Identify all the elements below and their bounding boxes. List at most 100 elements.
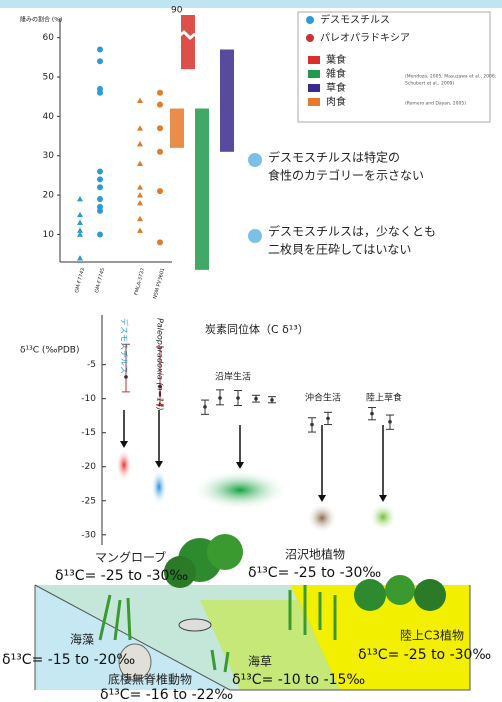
reeds <box>98 585 337 673</box>
callout-icon <box>248 153 262 167</box>
data-point <box>137 227 143 233</box>
habitat-name: 陸上C3植物 <box>400 628 464 643</box>
data-point <box>157 188 163 195</box>
legend-label: 雑食 <box>326 67 346 80</box>
arrowhead <box>318 495 326 502</box>
habitat-name: 海草 <box>248 654 272 669</box>
group-label: 陸上草食 <box>366 392 402 404</box>
x-tick-label: GM-F7745 <box>94 267 106 293</box>
data-point <box>137 215 143 222</box>
data-point <box>137 125 143 131</box>
x-tick-label: FMLA-3737 <box>133 267 146 296</box>
range-top-label: 90 <box>171 6 183 16</box>
data-point <box>370 411 374 416</box>
diet-blob <box>369 503 397 531</box>
group-label: 沿岸生活 <box>215 371 251 383</box>
diet-blob <box>116 449 132 481</box>
legend-swatch <box>308 98 320 106</box>
y-tick-label: -10 <box>81 394 96 404</box>
data-point <box>137 192 143 198</box>
legend-marker <box>306 16 314 24</box>
y-tick-label: 40 <box>43 112 55 122</box>
ecosystem-diagram <box>34 534 471 691</box>
data-point <box>97 89 103 96</box>
data-point <box>77 196 83 202</box>
callout-icon <box>248 229 262 243</box>
legend-label: 草食 <box>326 81 346 94</box>
tree <box>385 575 415 605</box>
data-point <box>137 199 143 206</box>
arrowhead <box>120 441 128 448</box>
tree <box>414 579 446 611</box>
data-point <box>97 46 103 53</box>
data-point <box>77 255 83 261</box>
data-point <box>77 227 83 233</box>
range-bar <box>170 108 184 148</box>
habitat-value: δ¹³C= -16 to -22‰ <box>100 687 233 702</box>
data-point <box>97 58 103 65</box>
y-tick-label: 30 <box>43 151 55 161</box>
data-point <box>203 405 207 409</box>
y-tick-label: 10 <box>43 230 55 240</box>
y-tick-label: 20 <box>43 191 55 201</box>
data-point <box>137 140 143 147</box>
data-point <box>77 219 83 226</box>
data-point <box>137 160 143 167</box>
range-bar <box>220 49 234 152</box>
habitat-value: δ¹³C= -25 to -30‰ <box>358 647 491 663</box>
group-label: デスモスチルス <box>120 318 130 374</box>
legend-swatch <box>308 84 320 92</box>
chart-title: 炭素同位体（C δ¹³） <box>205 322 309 336</box>
reference: (Mendoza, 2005; Masuzawa et al., 2006; <box>405 74 496 80</box>
axis-break <box>178 29 196 41</box>
data-point <box>270 398 274 402</box>
habitat-value: δ¹³C= -25 to -30‰ <box>248 565 381 581</box>
annotation: デスモスチルスは特定の <box>268 150 400 165</box>
y-tick-label: 50 <box>43 73 55 83</box>
annotation: 食性のカテゴリーを示さない <box>268 168 424 183</box>
habitat-value: δ¹³C= -15 to -20‰ <box>2 652 135 668</box>
habitat-name: マングローブ <box>95 550 166 565</box>
arrowhead <box>155 461 163 468</box>
tree <box>354 579 386 611</box>
legend-label: 肉食 <box>326 95 346 108</box>
tree <box>164 556 196 588</box>
legend-label: パレオパラドキシア <box>320 32 410 44</box>
data-point <box>310 422 314 427</box>
data-point <box>97 207 103 214</box>
shrimp <box>178 618 212 632</box>
y-tick-label: -15 <box>81 428 96 438</box>
data-point <box>388 420 392 424</box>
data-point <box>97 176 103 183</box>
range-bar <box>181 15 195 70</box>
y-axis-label: δ¹³C (‰PDB) <box>20 346 80 356</box>
data-point <box>157 239 163 246</box>
data-point <box>157 89 163 96</box>
data-point <box>137 184 143 190</box>
data-point <box>124 375 128 379</box>
arrowhead <box>236 462 244 469</box>
y-axis-label: 隆みの割合 (%) <box>20 16 62 24</box>
habitat-value: δ¹³C= -25 to -30‰ <box>55 568 188 584</box>
arrowhead <box>379 495 387 502</box>
habitat-name: 沼沢地植物 <box>285 547 345 562</box>
top-band <box>0 0 502 8</box>
legend-label: 葉食 <box>326 53 346 66</box>
legend-swatch <box>308 56 320 64</box>
data-point <box>97 168 103 175</box>
data-point <box>326 416 330 421</box>
annotation: 二枚貝を圧砕してはいない <box>268 242 411 257</box>
data-point <box>97 184 103 191</box>
data-point <box>97 196 103 203</box>
data-point <box>137 97 143 104</box>
legend-label: デスモスチルス <box>320 13 390 26</box>
data-point <box>254 396 258 401</box>
habitat-value: δ¹³C= -10 to -15‰ <box>232 672 365 688</box>
data-point <box>157 101 163 108</box>
legend-marker <box>306 34 314 42</box>
group-label: 沖合生活 <box>305 392 341 404</box>
annotation: デスモスチルスは，少なくとも <box>268 224 436 239</box>
diet-blob <box>307 503 337 533</box>
reference: (Romero and Dayan, 2005) <box>405 101 466 107</box>
